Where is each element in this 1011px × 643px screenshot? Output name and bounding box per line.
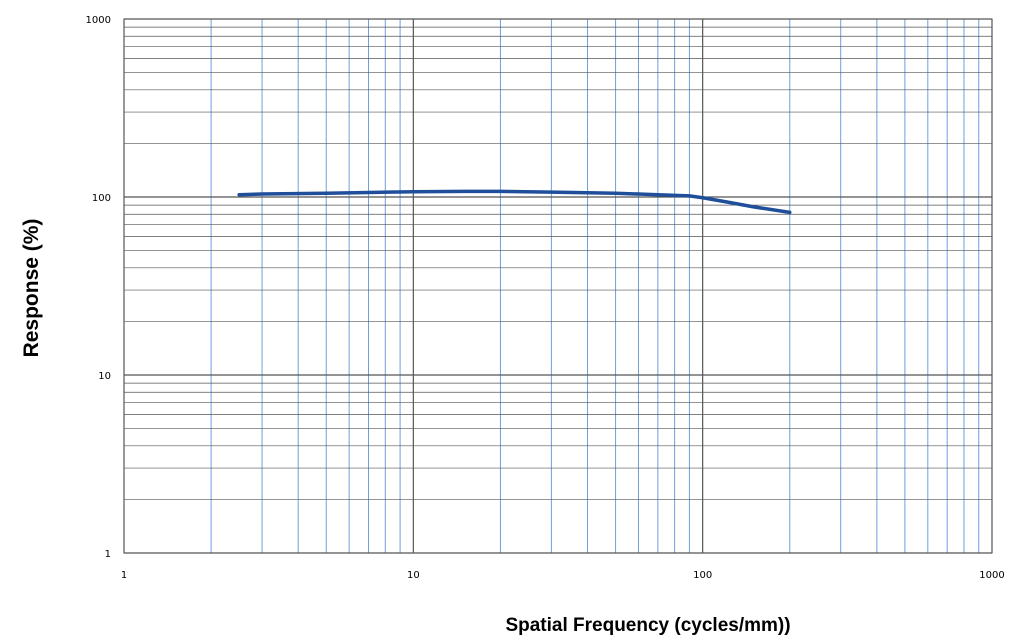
y-tick-label: 1 [105, 549, 111, 560]
series-layer [237, 189, 792, 215]
x-tick-label: 1000 [979, 570, 1004, 581]
y-tick-label: 100 [92, 193, 111, 204]
y-tick-label: 10 [98, 371, 111, 382]
major-gridlines [123, 18, 993, 554]
x-tick-labels: 1 10 100 1000 [121, 570, 1005, 581]
x-tick-label: 100 [693, 570, 712, 581]
x-tick-label: 10 [407, 570, 420, 581]
x-axis-label: Spatial Frequency (cycles/mm)) [505, 615, 791, 636]
x-tick-label: 1 [121, 570, 127, 581]
response-curve [237, 189, 792, 215]
minor-horizontal-gridlines [124, 26, 992, 500]
plot-frame [123, 18, 993, 554]
minor-vertical-gridlines [210, 19, 980, 553]
y-tick-labels: 1 10 100 1000 [86, 15, 111, 560]
y-tick-label: 1000 [86, 15, 111, 26]
y-axis-label: Response (%) [20, 218, 43, 358]
